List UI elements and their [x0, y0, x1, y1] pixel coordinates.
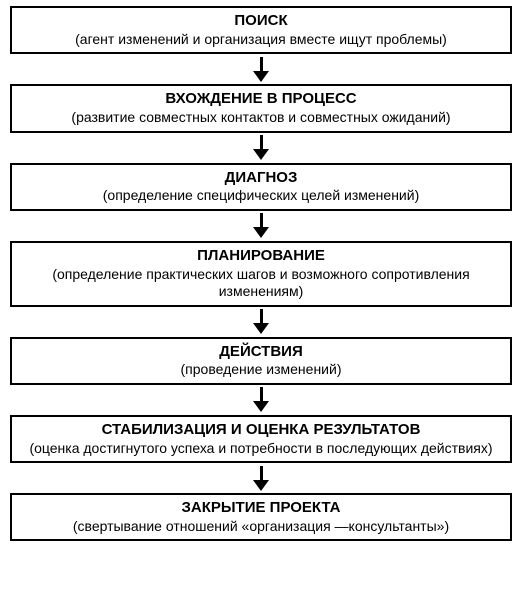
flow-node-4: ПЛАНИРОВАНИЕ (определение практических ш…: [10, 241, 512, 307]
node-title: ПЛАНИРОВАНИЕ: [18, 247, 504, 266]
node-subtitle: (оценка достигнутого успеха и потребност…: [18, 440, 504, 458]
arrow-down-icon: [253, 387, 269, 413]
node-subtitle: (определение практических шагов и возмож…: [18, 266, 504, 301]
arrow-down-icon: [253, 465, 269, 491]
node-subtitle: (определение специфических целей изменен…: [18, 187, 504, 205]
flow-node-7: ЗАКРЫТИЕ ПРОЕКТА (свертывание отношений …: [10, 493, 512, 541]
node-title: ДИАГНОЗ: [18, 169, 504, 188]
flow-node-1: ПОИСК (агент изменений и организация вме…: [10, 6, 512, 54]
arrow-down-icon: [253, 135, 269, 161]
node-subtitle: (агент изменений и организация вместе ищ…: [18, 31, 504, 49]
node-title: ВХОЖДЕНИЕ В ПРОЦЕСС: [18, 90, 504, 109]
node-title: ПОИСК: [18, 12, 504, 31]
flow-node-5: ДЕЙСТВИЯ (проведение изменений): [10, 337, 512, 385]
flowchart-container: ПОИСК (агент изменений и организация вме…: [10, 6, 512, 541]
node-subtitle: (развитие совместных контактов и совмест…: [18, 109, 504, 127]
flow-node-3: ДИАГНОЗ (определение специфических целей…: [10, 163, 512, 211]
node-title: СТАБИЛИЗАЦИЯ И ОЦЕНКА РЕЗУЛЬТАТОВ: [18, 421, 504, 440]
node-title: ЗАКРЫТИЕ ПРОЕКТА: [18, 499, 504, 518]
arrow-down-icon: [253, 56, 269, 82]
flow-node-2: ВХОЖДЕНИЕ В ПРОЦЕСС (развитие совместных…: [10, 84, 512, 132]
node-title: ДЕЙСТВИЯ: [18, 343, 504, 362]
flow-node-6: СТАБИЛИЗАЦИЯ И ОЦЕНКА РЕЗУЛЬТАТОВ (оценк…: [10, 415, 512, 463]
arrow-down-icon: [253, 309, 269, 335]
node-subtitle: (проведение изменений): [18, 361, 504, 379]
arrow-down-icon: [253, 213, 269, 239]
node-subtitle: (свертывание отношений «организация —кон…: [18, 518, 504, 536]
